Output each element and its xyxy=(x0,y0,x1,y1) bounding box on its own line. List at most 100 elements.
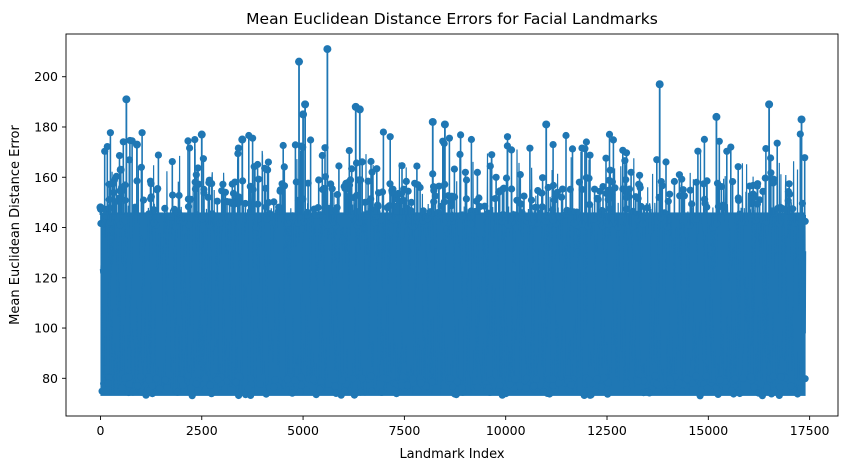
peak-point xyxy=(116,165,125,174)
data-point xyxy=(255,175,263,183)
data-point xyxy=(734,163,742,171)
data-point xyxy=(654,388,662,396)
peak-point xyxy=(712,112,721,121)
data-point xyxy=(397,190,406,198)
data-point xyxy=(627,168,635,176)
data-point xyxy=(137,163,145,171)
data-point xyxy=(703,384,712,392)
data-point xyxy=(558,193,566,201)
data-point xyxy=(689,379,697,387)
y-axis-label: Mean Euclidean Distance Error xyxy=(8,125,23,325)
data-point xyxy=(358,374,366,383)
data-point xyxy=(367,372,375,380)
data-point xyxy=(194,387,202,395)
data-point xyxy=(316,385,324,393)
data-point xyxy=(511,375,519,383)
data-point xyxy=(763,384,771,392)
data-point xyxy=(125,373,133,381)
y-tick-label: 80 xyxy=(42,371,58,386)
peak-point xyxy=(197,130,206,139)
data-point xyxy=(551,191,559,199)
data-point xyxy=(692,372,700,380)
data-point xyxy=(747,373,755,381)
data-point xyxy=(302,386,311,394)
data-point xyxy=(797,384,805,392)
data-point xyxy=(579,389,587,397)
data-point xyxy=(357,388,365,396)
x-tick-label: 2500 xyxy=(186,423,218,438)
data-point xyxy=(201,374,209,383)
data-point xyxy=(373,165,381,173)
data-point xyxy=(487,376,495,384)
peak-point xyxy=(542,120,551,129)
data-point xyxy=(155,384,164,393)
data-point xyxy=(774,204,782,212)
data-point xyxy=(602,154,610,162)
data-point xyxy=(716,376,724,384)
data-point xyxy=(758,392,767,400)
data-point xyxy=(731,375,739,383)
data-point xyxy=(785,180,793,188)
peak-point xyxy=(238,135,247,144)
data-point xyxy=(458,384,466,392)
data-point xyxy=(736,389,744,398)
x-tick-label: 17500 xyxy=(790,423,830,438)
data-point xyxy=(184,372,192,380)
data-point xyxy=(593,194,601,202)
data-point xyxy=(539,174,547,182)
data-point xyxy=(219,180,227,188)
data-point xyxy=(304,179,312,187)
data-point xyxy=(776,383,784,391)
data-point xyxy=(502,390,510,398)
data-point xyxy=(777,373,785,381)
data-point xyxy=(101,147,109,155)
data-point xyxy=(138,129,146,137)
data-point xyxy=(548,206,557,214)
data-point xyxy=(283,375,292,383)
y-tick-label: 140 xyxy=(34,220,58,235)
data-point xyxy=(398,162,406,170)
data-point xyxy=(801,375,809,383)
x-tick-label: 10000 xyxy=(486,423,526,438)
data-point xyxy=(244,384,252,393)
data-point xyxy=(331,382,339,390)
data-point xyxy=(364,177,372,185)
peak-point xyxy=(295,57,304,66)
data-point xyxy=(775,391,783,399)
data-point xyxy=(291,376,299,384)
data-point xyxy=(623,386,631,394)
data-point xyxy=(222,377,231,385)
data-point xyxy=(567,381,575,389)
data-point xyxy=(767,390,776,398)
data-point xyxy=(453,377,461,386)
data-point xyxy=(297,381,306,389)
data-point xyxy=(653,380,661,388)
data-point xyxy=(207,390,216,398)
data-point xyxy=(567,208,575,216)
data-point xyxy=(694,147,702,155)
data-point xyxy=(506,381,514,389)
data-point xyxy=(247,391,255,399)
data-point xyxy=(769,372,777,380)
data-point xyxy=(188,392,196,400)
data-point xyxy=(698,386,706,394)
data-point xyxy=(337,391,345,399)
data-point xyxy=(296,388,304,396)
data-point xyxy=(177,376,185,384)
data-point xyxy=(591,185,599,193)
data-point xyxy=(348,165,356,173)
data-point xyxy=(715,137,723,145)
data-point xyxy=(419,207,427,215)
data-point xyxy=(634,377,642,385)
data-point xyxy=(173,388,182,396)
data-point xyxy=(643,204,651,212)
data-point xyxy=(297,373,305,381)
x-tick-label: 12500 xyxy=(587,423,627,438)
data-point xyxy=(593,375,601,383)
data-point xyxy=(192,380,200,388)
data-point xyxy=(271,376,279,384)
data-point xyxy=(270,383,278,391)
peak-point xyxy=(355,105,364,114)
data-point xyxy=(235,372,243,380)
peak-point xyxy=(96,203,105,212)
